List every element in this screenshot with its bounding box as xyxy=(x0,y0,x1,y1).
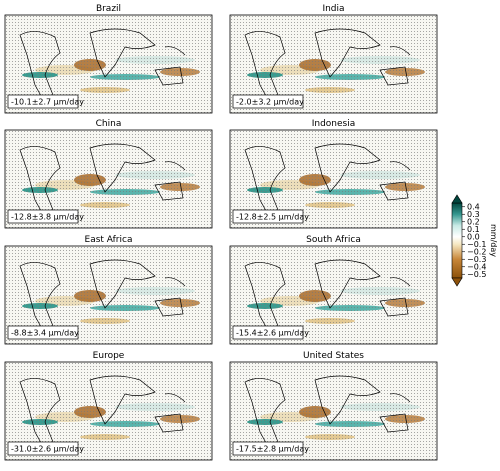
panel-title: East Africa xyxy=(85,235,133,245)
colorbar-tick-label: 0.3 xyxy=(467,210,480,219)
colorbar-tick-label: −0.4 xyxy=(467,262,486,271)
annotation-box xyxy=(7,441,79,456)
panel-title: South Africa xyxy=(306,235,361,245)
annotation: -12.8±3.8 μm/day xyxy=(11,213,84,222)
colorbar-tick-label: 0.0 xyxy=(467,232,480,241)
colorbar xyxy=(451,202,463,279)
panel-title: China xyxy=(96,119,122,129)
annotation: -12.8±2.5 μm/day xyxy=(236,213,309,222)
annotation: -10.1±2.7 μm/day xyxy=(11,98,84,107)
colorbar-label: mm/day xyxy=(489,224,498,257)
annotation: -2.0±3.2 μm/day xyxy=(236,98,304,107)
annotation: -17.5±2.8 μm/day xyxy=(236,445,309,454)
panel-title: Indonesia xyxy=(312,119,356,129)
annotation-box xyxy=(7,94,79,109)
colorbar-tick-label: −0.2 xyxy=(467,247,486,256)
colorbar-tick-label: 0.1 xyxy=(467,225,480,234)
panel-title: India xyxy=(322,4,344,14)
panel-title: United States xyxy=(303,351,364,361)
panel-title: Europe xyxy=(93,351,125,361)
annotation: -15.4±2.6 μm/day xyxy=(236,329,309,338)
annotation-box xyxy=(232,209,304,224)
annotation: -8.8±3.4 μm/day xyxy=(11,329,79,338)
colorbar-extend xyxy=(451,277,463,287)
colorbar-extend xyxy=(451,194,463,204)
annotation-box xyxy=(232,441,304,456)
annotation-box xyxy=(232,325,304,340)
colorbar-tick-label: −0.3 xyxy=(467,255,486,264)
annotation-box xyxy=(7,325,79,340)
colorbar-tick-label: 0.4 xyxy=(467,202,480,211)
colorbar-tick-label: 0.2 xyxy=(467,217,480,226)
panel-title: Brazil xyxy=(96,4,121,14)
annotation-box xyxy=(232,94,304,109)
colorbar-tick-label: −0.5 xyxy=(467,270,486,279)
annotation: -31.0±2.6 μm/day xyxy=(11,445,84,454)
annotation-box xyxy=(7,209,79,224)
colorbar-tick-label: −0.1 xyxy=(467,240,486,249)
